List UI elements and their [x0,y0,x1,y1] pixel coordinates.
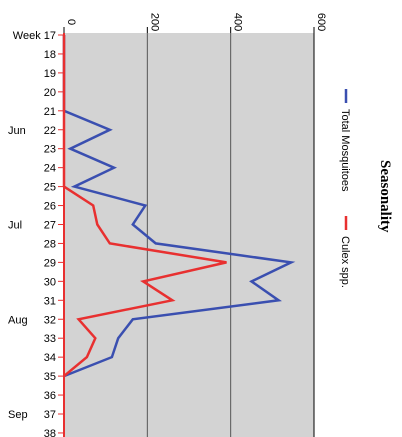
week-tick-label: 36 [44,390,56,402]
week-tick-label: 37 [44,409,56,421]
week-tick-label: 27 [44,220,56,232]
week-axis-ticks: Week 17 18 19 20 21 22 23 24 25 26 27 28 29 30 31 32 33 3… [13,30,64,437]
week-tick-label: 26 [44,201,56,213]
value-tick-label: 400 [232,13,244,31]
week-tick-label: 32 [44,314,56,326]
week-tick-label: 23 [44,144,56,156]
week-tick-label: 38 [44,428,56,437]
week-tick-label: 33 [44,333,56,345]
month-label: Aug [8,314,28,326]
week-tick-label: 30 [44,276,56,288]
week-tick-label: 20 [44,87,56,99]
week-tick-label: 22 [44,125,56,137]
week-tick-label: 28 [44,238,56,250]
value-tick-label: 200 [148,13,160,31]
month-label: Jul [8,220,22,232]
week-tick-label: 34 [44,352,56,364]
legend: Total Mosquitoes Culex spp. [339,89,351,288]
month-labels: Jun Jul Aug Sep [8,125,28,421]
week-tick-label: 19 [44,68,56,80]
week-tick-label: 31 [44,295,56,307]
legend-label: Total Mosquitoes [339,109,351,192]
week-tick-label: 21 [44,106,56,118]
week-tick-label: 25 [44,182,56,194]
chart-title: Seasonality [377,160,393,233]
week-tick-label: 18 [44,49,56,61]
value-axis-ticks: 0 200 400 600 [63,13,327,33]
plot-area [64,33,314,437]
month-label: Sep [8,409,28,421]
legend-label: Culex spp. [339,236,351,288]
week-tick-label: Week 17 [13,30,56,42]
week-tick-label: 35 [44,371,56,383]
value-tick-label: 600 [315,13,327,31]
month-label: Jun [8,125,26,137]
week-tick-label: 29 [44,257,56,269]
value-tick-label: 0 [65,19,77,25]
week-tick-label: 24 [44,163,56,175]
